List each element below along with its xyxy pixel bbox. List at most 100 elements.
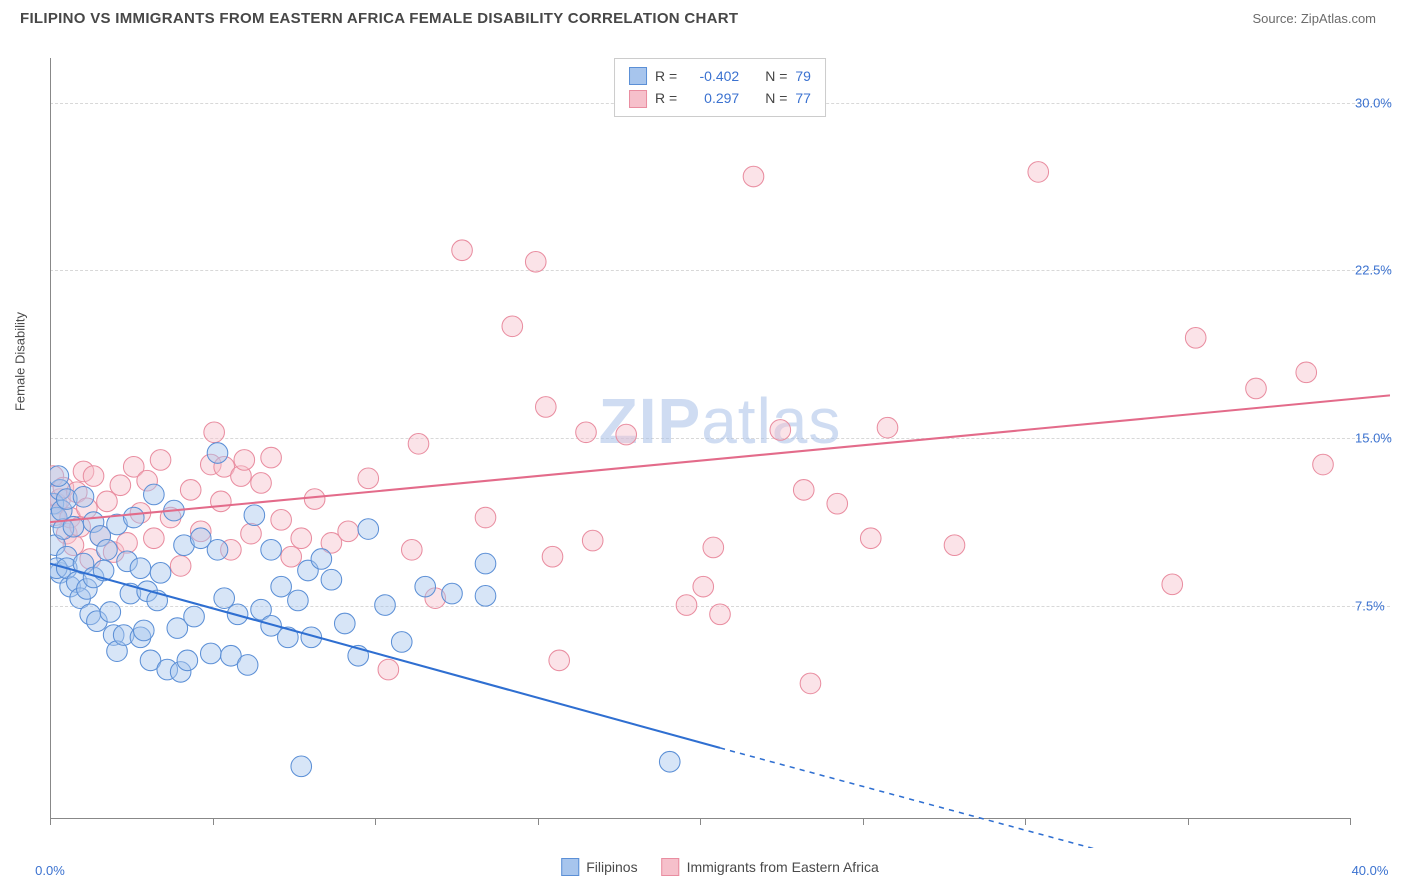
scatter-point — [200, 643, 221, 664]
scatter-point — [542, 546, 563, 567]
scatter-point — [144, 528, 165, 549]
scatter-point — [150, 563, 171, 584]
scatter-point — [375, 595, 396, 616]
scatter-point — [502, 316, 523, 337]
scatter-point — [271, 576, 292, 597]
legend-swatch-1 — [629, 67, 647, 85]
scatter-point — [391, 632, 412, 653]
scatter-point — [304, 489, 325, 510]
scatter-point — [237, 655, 258, 676]
scatter-point — [204, 422, 225, 443]
scatter-point — [244, 505, 265, 526]
scatter-point — [358, 468, 379, 489]
chart-title: FILIPINO VS IMMIGRANTS FROM EASTERN AFRI… — [20, 10, 738, 27]
scatter-plot — [50, 58, 1390, 848]
scatter-point — [170, 556, 191, 577]
scatter-point — [321, 569, 342, 590]
scatter-point — [616, 424, 637, 445]
scatter-point — [1296, 362, 1317, 383]
scatter-point — [743, 166, 764, 187]
scatter-point — [358, 519, 379, 540]
chart-container: Female Disability ZIPatlas R = -0.402 N … — [50, 58, 1390, 848]
scatter-point — [1313, 454, 1334, 475]
scatter-point — [535, 397, 556, 418]
scatter-point — [415, 576, 436, 597]
scatter-point — [576, 422, 597, 443]
scatter-point — [334, 613, 355, 634]
scatter-point — [944, 535, 965, 556]
scatter-point — [710, 604, 731, 625]
scatter-point — [1185, 327, 1206, 348]
scatter-point — [117, 533, 138, 554]
scatter-point — [251, 473, 272, 494]
scatter-point — [97, 539, 118, 560]
scatter-point — [525, 251, 546, 272]
scatter-point — [261, 447, 282, 468]
correlation-legend: R = -0.402 N = 79 R = 0.297 N = 77 — [614, 58, 826, 117]
scatter-point — [582, 530, 603, 551]
legend-r-label-1: R = — [655, 65, 677, 87]
legend-swatch-b2 — [662, 858, 680, 876]
scatter-point — [271, 510, 292, 531]
scatter-point — [378, 659, 399, 680]
series-legend: Filipinos Immigrants from Eastern Africa — [561, 858, 879, 876]
scatter-point — [133, 620, 154, 641]
scatter-point — [73, 486, 94, 507]
scatter-point — [401, 539, 422, 560]
scatter-point — [123, 507, 144, 528]
scatter-point — [288, 590, 309, 611]
source-attribution: Source: ZipAtlas.com — [1252, 11, 1376, 26]
scatter-point — [281, 546, 302, 567]
scatter-point — [1162, 574, 1183, 595]
scatter-point — [144, 484, 165, 505]
legend-row-series-1: R = -0.402 N = 79 — [629, 65, 811, 87]
legend-swatch-2 — [629, 90, 647, 108]
scatter-point — [50, 466, 69, 487]
scatter-point — [1028, 162, 1049, 183]
legend-label-1: Filipinos — [586, 859, 637, 875]
scatter-point — [475, 507, 496, 528]
scatter-point — [793, 480, 814, 501]
scatter-point — [659, 751, 680, 772]
scatter-point — [234, 450, 255, 471]
legend-item-2: Immigrants from Eastern Africa — [662, 858, 879, 876]
scatter-point — [130, 558, 151, 579]
legend-n-label-1: N = — [765, 65, 787, 87]
y-axis-label: Female Disability — [13, 312, 28, 411]
scatter-point — [180, 480, 201, 501]
scatter-point — [693, 576, 714, 597]
scatter-point — [207, 443, 228, 464]
scatter-point — [475, 553, 496, 574]
legend-item-1: Filipinos — [561, 858, 637, 876]
legend-label-2: Immigrants from Eastern Africa — [687, 859, 879, 875]
legend-r-value-1: -0.402 — [685, 65, 739, 87]
scatter-point — [549, 650, 570, 671]
scatter-point — [860, 528, 881, 549]
scatter-point — [703, 537, 724, 558]
scatter-point — [291, 756, 312, 777]
scatter-point — [214, 588, 235, 609]
scatter-point — [291, 528, 312, 549]
x-origin-label: 0.0% — [35, 863, 65, 878]
scatter-point — [241, 523, 262, 544]
legend-n-label-2: N = — [765, 87, 787, 109]
scatter-point — [475, 586, 496, 607]
scatter-point — [442, 583, 463, 604]
scatter-point — [408, 433, 429, 454]
scatter-point — [100, 602, 121, 623]
scatter-point — [184, 606, 205, 627]
scatter-point — [83, 466, 104, 487]
legend-n-value-1: 79 — [795, 65, 811, 87]
legend-row-series-2: R = 0.297 N = 77 — [629, 87, 811, 109]
trend-line-extrapolated — [720, 748, 1122, 848]
scatter-point — [800, 673, 821, 694]
legend-swatch-b1 — [561, 858, 579, 876]
scatter-point — [827, 493, 848, 514]
x-max-label: 40.0% — [1352, 863, 1389, 878]
scatter-point — [207, 539, 228, 560]
legend-r-value-2: 0.297 — [685, 87, 739, 109]
scatter-point — [150, 450, 171, 471]
scatter-point — [1246, 378, 1267, 399]
scatter-point — [452, 240, 473, 261]
scatter-point — [877, 417, 898, 438]
